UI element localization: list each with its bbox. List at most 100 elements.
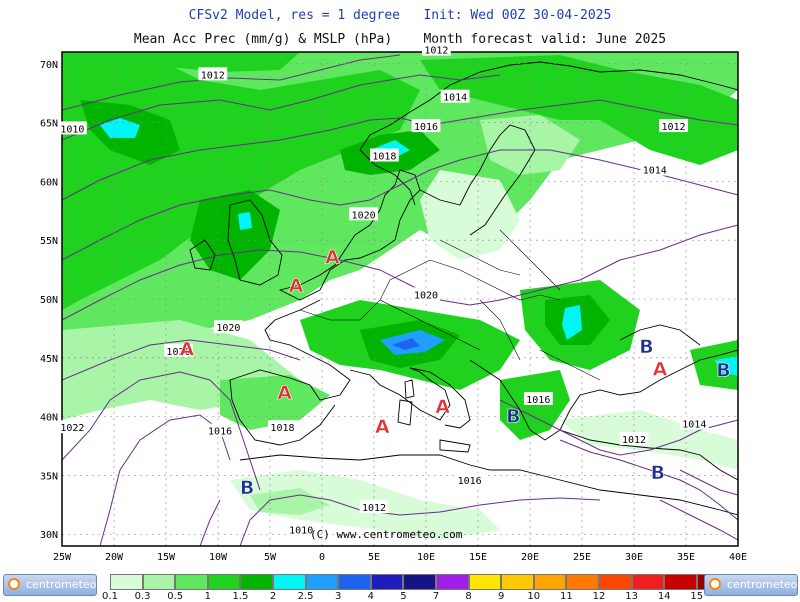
high-pressure-marker: A (375, 416, 390, 438)
colorbar-tick-label: 14 (657, 591, 671, 602)
isobar-label-bg (286, 522, 316, 536)
lon-tick-label: 10W (209, 552, 228, 563)
isobar-label-bg (58, 420, 87, 434)
centrometeo-logo-left[interactable]: centrometeo (3, 574, 97, 596)
isobar-label-bg (455, 473, 485, 487)
centrometeo-logo-right[interactable]: centrometeo (704, 574, 798, 596)
borders (299, 229, 601, 381)
isobar-label: 1016 (208, 427, 232, 438)
isobar-label-bg (619, 431, 649, 445)
colorbar-swatch (370, 574, 404, 590)
high-pressure-marker: A (289, 275, 304, 297)
colorbar-tick-label: 7 (432, 591, 440, 602)
lat-tick-label: 45N (40, 354, 58, 365)
colorbar-tick-label: 4 (367, 591, 374, 602)
colorbar-swatch (664, 574, 697, 590)
isobar-label: 1014 (643, 166, 667, 177)
high-pressure-marker: A (435, 396, 450, 418)
low-pressure-marker: B (240, 477, 254, 499)
latitude-axis: 70N 65N 60N 55N 50N 45N 40N 35N 30N (40, 60, 58, 541)
colorbar-tick-label: 10 (527, 591, 541, 602)
colorbar-swatch (240, 574, 273, 590)
lon-tick-label: 20E (521, 552, 539, 563)
isobar-label: 1012 (661, 122, 685, 133)
lon-tick-label: 25E (573, 552, 591, 563)
isobar-label-bg (205, 423, 235, 437)
logo-ring-icon (709, 578, 721, 590)
colorbar-tick-label: 0.3 (134, 591, 151, 602)
longitude-axis: 25W 20W 15W 10W 5W 0 5E 10E 15E 20E 25E 30E 35E 40E (53, 552, 747, 563)
isobar-label: 1018 (372, 152, 396, 163)
lat-tick-label: 40N (40, 413, 58, 424)
isobar-label: 1012 (424, 46, 448, 57)
isobar-label-bg (679, 416, 709, 430)
precipitation-layer (62, 52, 738, 540)
isobar-label-bg (370, 148, 399, 162)
lon-tick-label: 15E (469, 552, 487, 563)
colorbar-tick-label: 0.1 (102, 591, 118, 602)
lat-tick-label: 70N (40, 60, 58, 71)
forecast-map: 70N 65N 60N 55N 50N 45N 40N 35N 30N 25W 20W 15W 10W… (39, 42, 748, 563)
lon-tick-label: 5W (264, 552, 277, 563)
colorbar-swatch (468, 574, 502, 590)
colorbar-swatch (142, 574, 176, 590)
map-frame (61, 51, 739, 547)
colorbar-tick-label: 1.5 (232, 591, 249, 602)
lat-tick-label: 50N (40, 295, 58, 306)
isobar-label-bg (359, 500, 389, 514)
isobar-label: 1022 (60, 423, 84, 434)
logo-ring-icon (8, 578, 20, 590)
colorbar-swatch (175, 574, 208, 590)
colorbar-swatch (436, 574, 469, 590)
lon-tick-label: 10E (417, 552, 435, 563)
isobar-label: 1020 (216, 323, 240, 334)
lon-tick-label: 5E (368, 552, 380, 563)
high-pressure-marker: A (179, 338, 194, 360)
isobar-label-bg (640, 162, 670, 176)
isobar-label: 1012 (201, 70, 225, 81)
colorbar-swatch (566, 574, 599, 590)
colorbar-tick-label: 12 (592, 591, 606, 602)
high-pressure-marker: A (277, 382, 292, 404)
isobar-label: 1014 (443, 93, 467, 104)
lon-tick-label: 0 (319, 552, 325, 563)
lon-tick-label: 25W (53, 552, 72, 563)
isobar-label: 1016 (526, 395, 550, 406)
isobar-label-bg (411, 119, 441, 133)
colorbar-swatch (110, 574, 143, 590)
colorbar-tick-label: 0.5 (167, 591, 184, 602)
isobar-label-bg (214, 320, 243, 334)
colorbar-swatch (403, 574, 436, 590)
lon-tick-label: 35E (677, 552, 695, 563)
isobar-label: 1012 (362, 503, 386, 514)
coastlines (189, 61, 738, 516)
isobar-label: 1014 (682, 420, 706, 431)
copyright-text: (C) www.centrometeo.com (310, 528, 463, 541)
isobar-label-bg (523, 391, 553, 405)
isobar-label-bg (422, 42, 451, 56)
lon-tick-label: 40E (729, 552, 747, 563)
logo-text-left: centrometeo (26, 578, 97, 591)
colorbar-tick-label: 15 (690, 591, 704, 602)
isobar-label-bg (164, 343, 193, 357)
colorbar-swatch (207, 574, 241, 590)
isobar-label: 1020 (414, 290, 438, 301)
isobar-label-bg (440, 89, 470, 103)
isobar-label-bg (268, 420, 297, 434)
isobar-label-bg (58, 121, 87, 135)
chart-title-line2: Mean Acc Prec (mm/g) & MSLP (hPa) Month … (133, 32, 667, 47)
isobar-label-bg (411, 287, 441, 301)
colorbar-swatch (273, 574, 306, 590)
colorbar-tick-label: 5 (400, 591, 407, 602)
low-pressure-marker: B (651, 462, 665, 484)
isobar-label: 1010 (60, 124, 84, 135)
colorbar-tick-label: 2.5 (297, 591, 314, 602)
isobar-label: 1012 (622, 435, 646, 446)
lat-tick-label: 35N (40, 471, 58, 482)
lat-tick-label: 65N (40, 119, 58, 130)
isobar-label-bg (349, 207, 378, 221)
colorbar-tick-label: 8 (465, 591, 472, 602)
isobar-label-bg (659, 119, 688, 133)
low-pressure-marker: B (639, 336, 653, 358)
